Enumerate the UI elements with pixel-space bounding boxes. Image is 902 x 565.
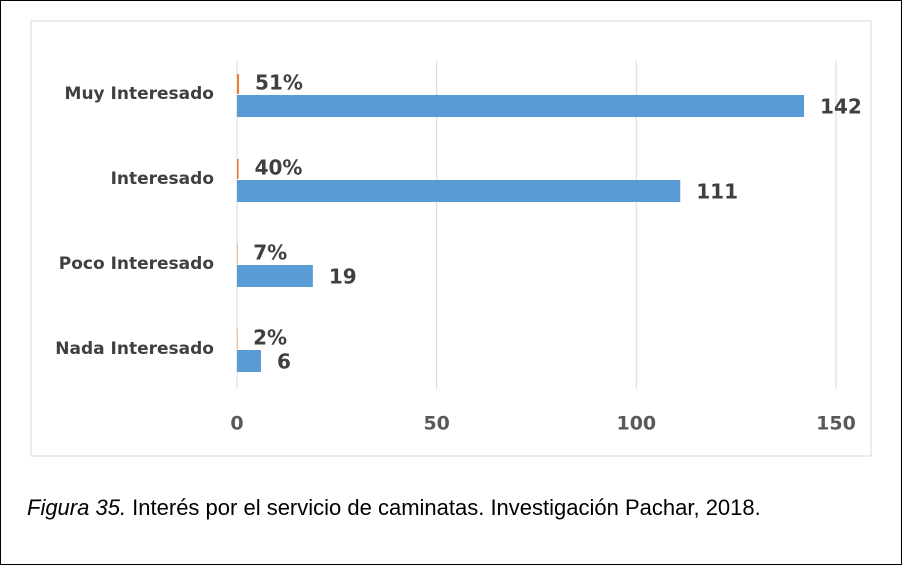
data-label: 7%	[253, 241, 287, 265]
caption: Figura 35. Interés por el servicio de ca…	[27, 491, 867, 525]
y-tick-label: Nada Interesado	[55, 339, 214, 359]
data-label: 142	[820, 95, 862, 119]
x-tick-label: 150	[816, 413, 856, 435]
caption-label: Figura 35.	[27, 495, 127, 520]
bar	[237, 329, 238, 349]
x-tick-label: 50	[423, 413, 449, 435]
y-tick-label: Interesado	[111, 169, 214, 189]
y-tick-label: Muy Interesado	[65, 84, 214, 104]
caption-text: Interés por el servicio de caminatas. In…	[126, 495, 761, 520]
data-label: 2%	[253, 326, 287, 350]
bar	[237, 159, 239, 179]
data-label: 40%	[255, 156, 303, 180]
data-label: 111	[696, 180, 738, 204]
bar	[237, 95, 805, 117]
bar	[237, 265, 313, 287]
chart-frame	[30, 20, 872, 457]
chart: 0 50 100 150 Muy Interesado 142 51% Interesado 1…	[30, 20, 872, 457]
bar	[237, 180, 681, 202]
data-label: 19	[329, 265, 357, 289]
y-tick-label: Poco Interesado	[59, 254, 214, 274]
bar	[237, 350, 261, 372]
data-label: 6	[277, 350, 291, 374]
x-tick-label: 100	[616, 413, 656, 435]
bar	[237, 74, 240, 94]
x-tick-label: 0	[230, 413, 243, 435]
bar	[237, 244, 238, 264]
data-label: 51%	[255, 71, 303, 95]
